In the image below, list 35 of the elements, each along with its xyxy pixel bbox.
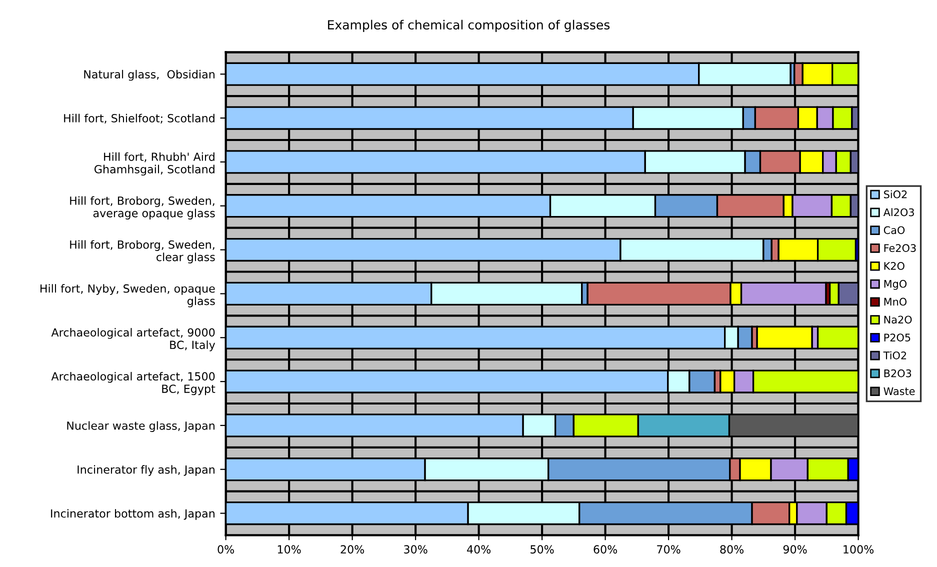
legend-label: K2O [884, 262, 904, 270]
y-tick-label: Hill fort, Broborg, Sweden, clear glass [70, 240, 215, 264]
chart-title: Examples of chemical composition of glasses [328, 20, 610, 32]
y-tick-label: Incinerator fly ash, Japan [78, 465, 214, 476]
legend-label: MgO [884, 280, 907, 290]
x-tick-label: 80% [720, 545, 744, 554]
legend-label: Al2O3 [883, 208, 914, 216]
legend-label: Fe2O3 [884, 244, 916, 252]
y-tick-label: Hill fort, Broborg, Sweden, average opaque glass [70, 196, 215, 220]
x-tick-label: 50% [530, 545, 554, 554]
x-tick-label: 100% [844, 545, 874, 554]
legend-label: B2O3 [884, 369, 912, 378]
y-tick-label: Archaeological artefact, 1500 BC, Egypt [51, 372, 216, 396]
legend-label: TiO2 [883, 351, 906, 360]
legend-label: CaO [884, 226, 905, 234]
x-tick-label: 40% [467, 545, 491, 554]
x-tick-label: 20% [340, 545, 364, 554]
y-tick-label: Nuclear waste glass, Japan [67, 421, 214, 432]
y-tick-label: Archaeological artefact, 9000 BC, Italy [51, 328, 216, 352]
legend-label: Na2O [884, 316, 912, 324]
y-tick-label: Hill fort, Nyby, Sweden, opaque glass [40, 284, 215, 308]
x-tick-label: 60% [594, 545, 618, 554]
y-tick-label: Natural glass, Obsidian [84, 70, 214, 81]
x-tick-label: 70% [657, 545, 680, 554]
x-tick-label: 10% [278, 545, 301, 554]
y-tick-label: Hill fort, Rhubh' Aird Ghamhsgail, Scotland [94, 152, 214, 176]
y-tick-label: Hill fort, Shielfoot; Scotland [64, 114, 214, 124]
x-tick-label: 0% [218, 545, 234, 554]
legend-label: MnO [884, 298, 907, 306]
legend-label: Waste [884, 387, 915, 396]
y-tick-label: Incinerator bottom ash, Japan [51, 509, 214, 520]
legend-label: P2O5 [884, 334, 910, 342]
legend-label: SiO2 [884, 190, 907, 198]
x-tick-label: 30% [404, 545, 428, 554]
x-tick-label: 90% [783, 545, 807, 554]
